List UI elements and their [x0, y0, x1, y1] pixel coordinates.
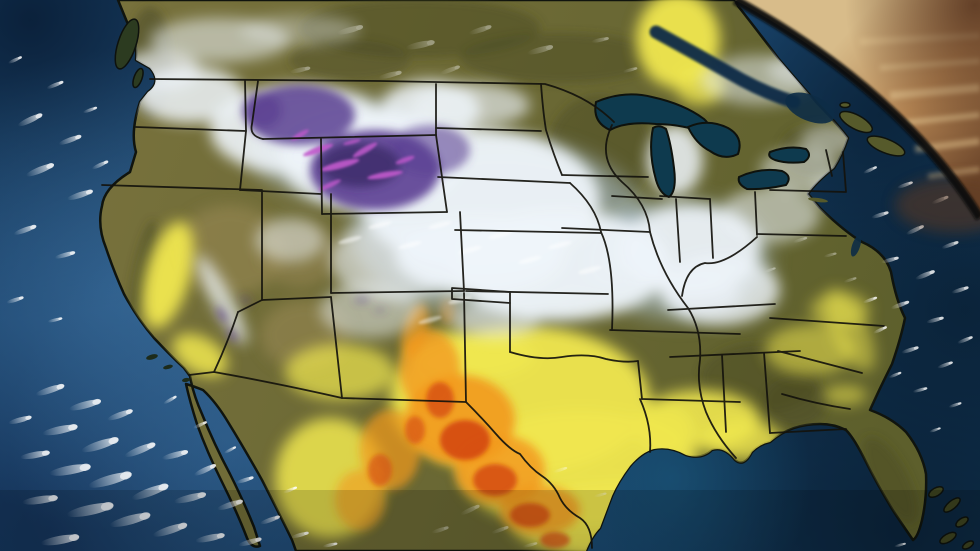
- st-lawrence-water: [649, 25, 862, 257]
- bottom-vignette: [0, 490, 980, 551]
- long-island: [808, 197, 828, 203]
- ohio-river: [681, 236, 758, 297]
- vancouver-island: [114, 18, 140, 70]
- bahamas-islets: [928, 485, 975, 550]
- great-lakes: [594, 93, 810, 199]
- us-mexico-border: [188, 371, 467, 403]
- earth-limb-rim: [732, 0, 980, 221]
- state-borders: [101, 78, 885, 549]
- mississippi-river-lower: [649, 231, 737, 459]
- mississippi-river-upper: [605, 124, 651, 233]
- chesapeake-inlet: [850, 235, 862, 257]
- us-canada-border: [149, 78, 615, 123]
- lake-erie: [737, 168, 790, 191]
- rio-grande: [465, 401, 593, 549]
- snow-texture-streaks: [338, 221, 602, 324]
- channel-islands: [146, 354, 190, 383]
- magenta-filaments: [291, 129, 415, 191]
- lake-ontario: [768, 146, 810, 164]
- hot-red-overlay: [368, 382, 570, 548]
- offshore-islands: [114, 18, 975, 550]
- space-horizon: [732, 0, 980, 233]
- lake-michigan: [650, 125, 676, 199]
- nova-scotia: [839, 110, 873, 134]
- lake-huron: [686, 121, 741, 158]
